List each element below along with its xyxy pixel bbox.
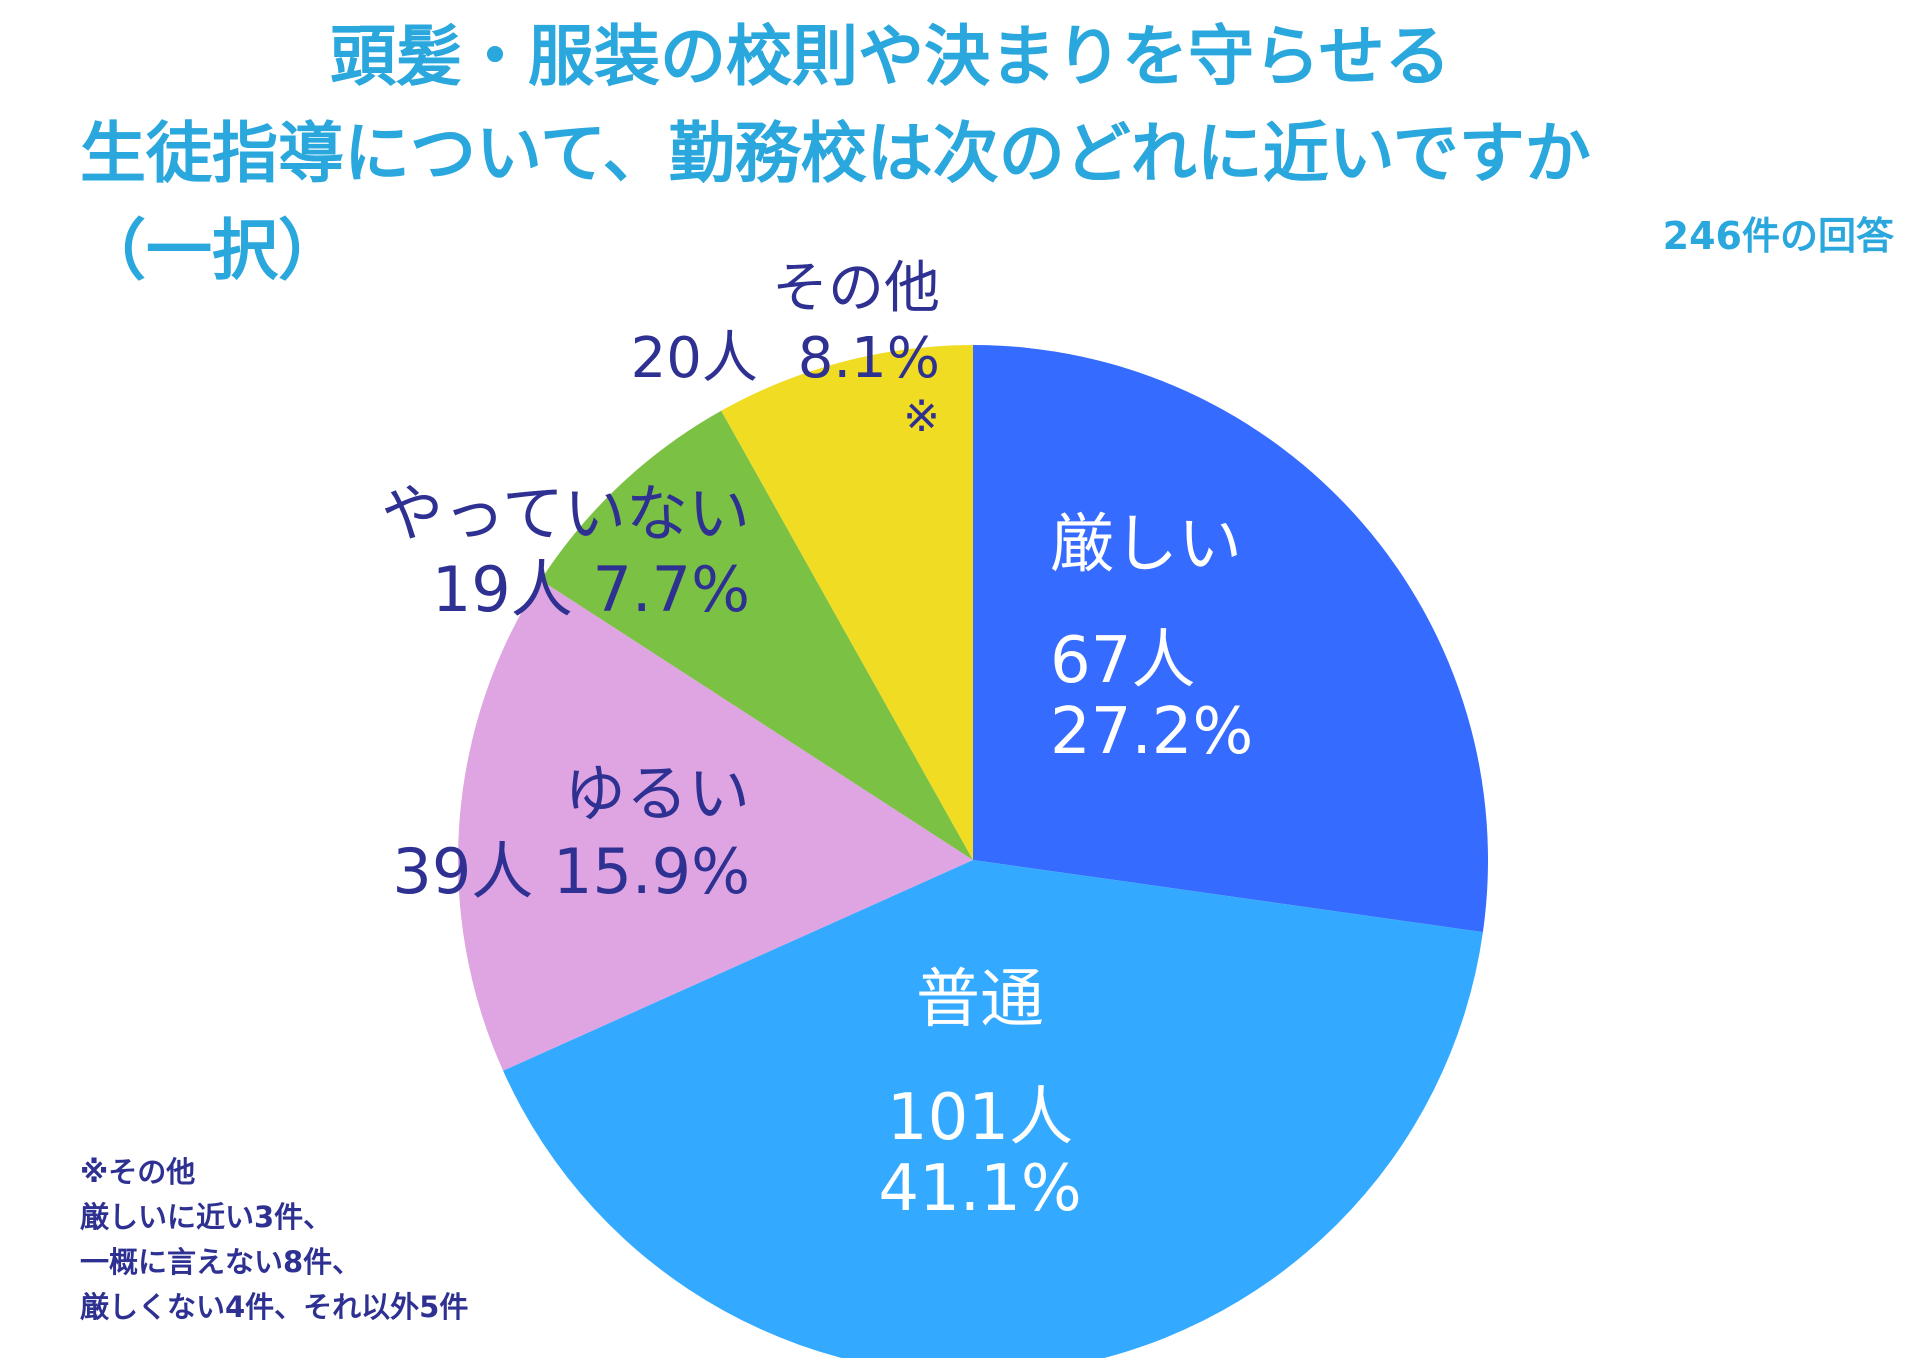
label-loose: ゆるい 39人 15.9% <box>250 757 750 909</box>
footnote-line-1: ※その他 <box>80 1155 196 1189</box>
slice-none <box>540 410 973 860</box>
label-other-percent: 8.1% <box>797 325 940 391</box>
footnote: ※その他 厳しいに近い3件、 一概に言えない8件、 厳しくない4件、それ以外5件 <box>80 1150 468 1330</box>
label-strict-name: 厳しい <box>1050 508 1242 582</box>
footnote-line-3: 一概に言えない8件、 <box>80 1245 362 1279</box>
label-loose-percent: 15.9% <box>553 835 750 909</box>
label-strict-count: 67人 <box>1050 624 1196 699</box>
label-normal: 普通 101人 41.1% <box>720 963 1240 1226</box>
label-strict: 厳しい 67人 27.2% <box>1050 508 1254 769</box>
label-none-name: やっていない <box>381 477 750 550</box>
title-line-1: 頭髪・服装の校則や決まりを守らせる <box>330 18 1451 95</box>
label-none-count: 19人 <box>431 553 573 627</box>
label-normal-count: 101人 <box>886 1081 1074 1156</box>
label-strict-percent: 27.2% <box>1050 694 1254 769</box>
slice-other <box>721 345 973 860</box>
slice-loose <box>458 580 974 1071</box>
label-other-count: 20人 <box>630 325 758 391</box>
chart-title: 頭髪・服装の校則や決まりを守らせる 生徒指導について、勤務校は次のどれに近いです… <box>80 8 1860 299</box>
slice-strict <box>973 345 1488 933</box>
footnote-line-4: 厳しくない4件、それ以外5件 <box>80 1290 469 1324</box>
label-loose-name: ゆるい <box>563 757 750 830</box>
label-other: その他 20人 8.1% ※ <box>540 258 940 442</box>
label-loose-count: 39人 <box>392 835 534 909</box>
response-count: 246件の回答 <box>1662 214 1894 258</box>
label-other-marker: ※ <box>903 391 940 443</box>
label-normal-percent: 41.1% <box>878 1151 1082 1226</box>
title-line-3: （一択） <box>80 212 344 289</box>
label-other-name: その他 <box>772 256 940 321</box>
label-none: やっていない 19人 7.7% <box>250 477 750 627</box>
slice-normal <box>503 860 1483 1358</box>
label-none-percent: 7.7% <box>592 553 750 627</box>
title-line-2: 生徒指導について、勤務校は次のどれに近いですか <box>80 115 1591 192</box>
label-normal-name: 普通 <box>916 963 1044 1037</box>
footnote-line-2: 厳しいに近い3件、 <box>80 1200 333 1234</box>
